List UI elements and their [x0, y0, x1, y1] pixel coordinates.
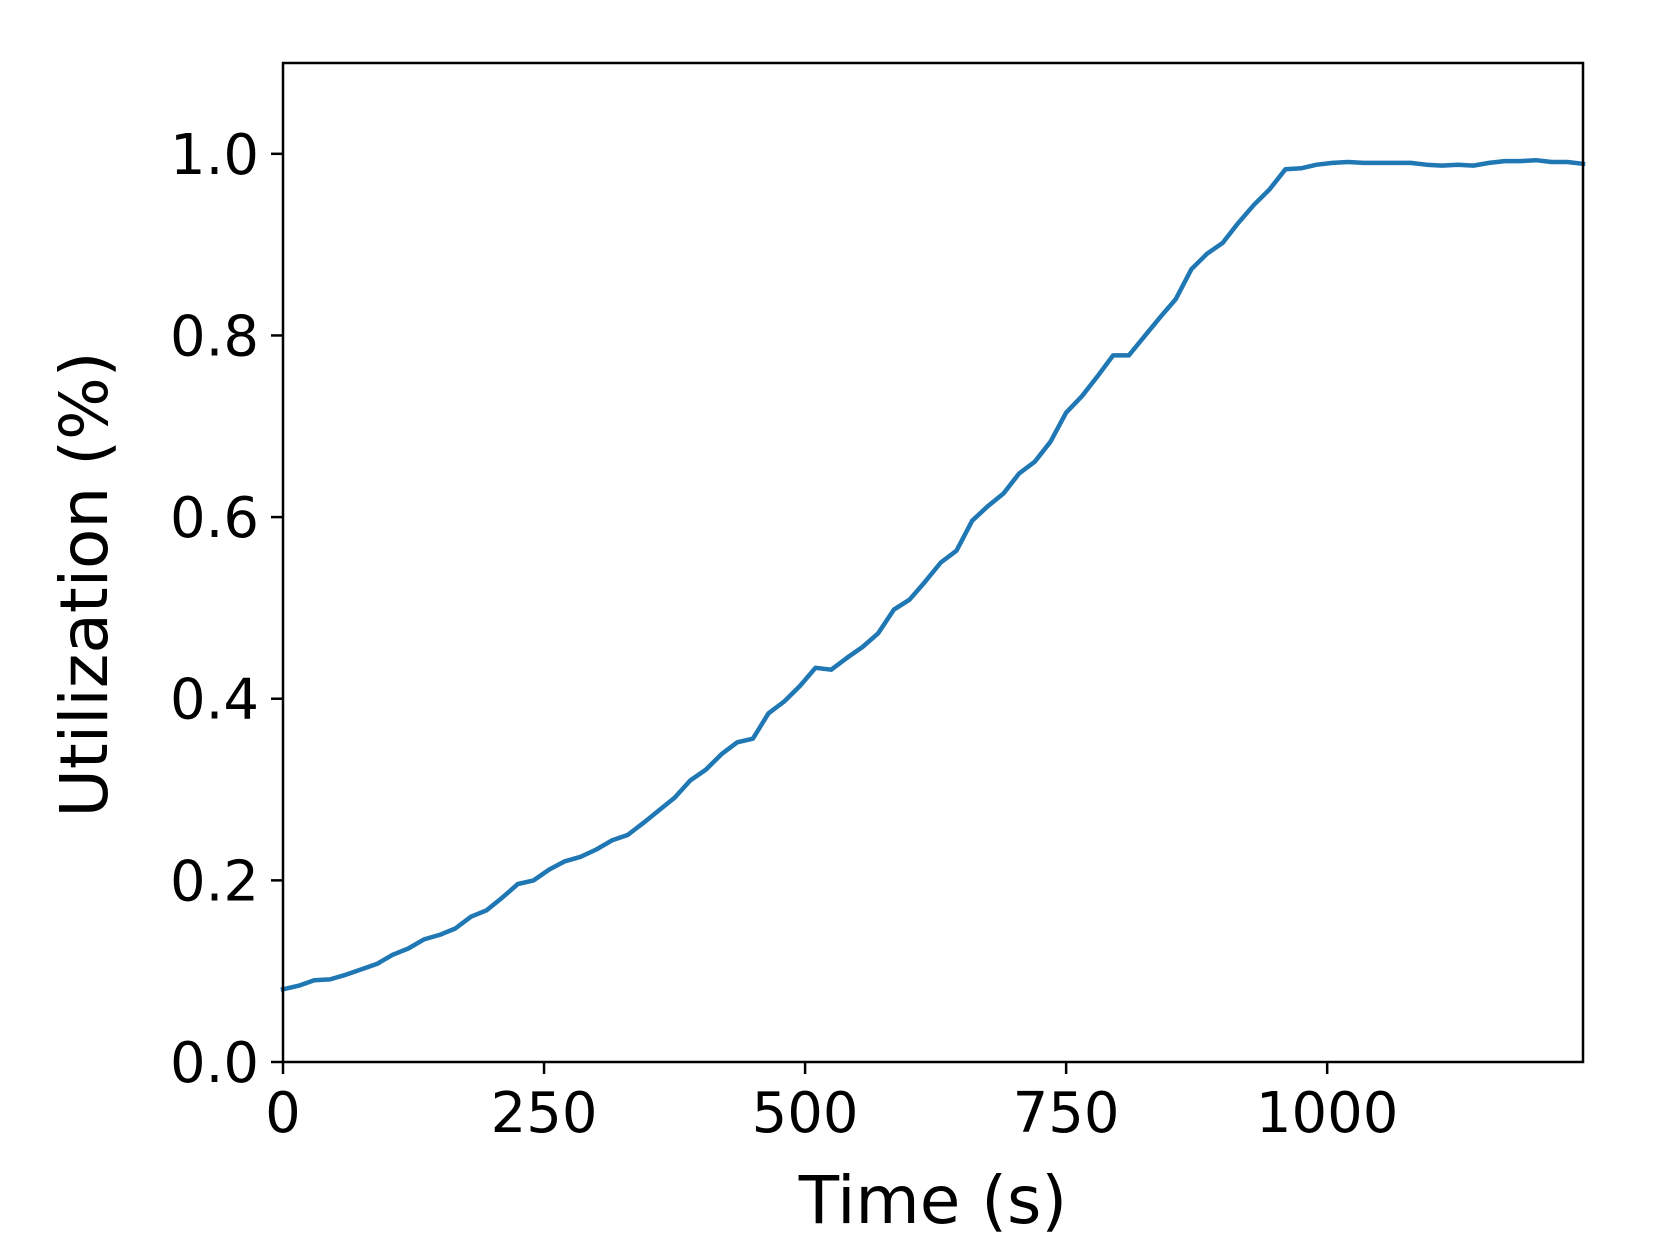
y-tick-label: 0.6: [170, 486, 259, 551]
x-tick-label: 500: [752, 1081, 859, 1146]
x-tick-label: 250: [491, 1081, 598, 1146]
y-axis-ticks: 0.0 0.2 0.4 0.6 0.8 1.0: [170, 123, 283, 1096]
x-tick-label: 750: [1013, 1081, 1120, 1146]
x-tick-label: 0: [265, 1081, 301, 1146]
utilization-series-line: [280, 157, 1586, 992]
y-tick-label: 0.0: [170, 1031, 259, 1096]
y-tick-label: 0.8: [170, 304, 259, 369]
x-axis-label: Time (s): [798, 1162, 1067, 1239]
x-tick-label: 1000: [1256, 1081, 1399, 1146]
y-tick-label: 0.2: [170, 849, 259, 914]
plot-frame: [281, 61, 1585, 1064]
y-tick-label: 1.0: [170, 123, 259, 188]
y-axis-label: Utilization (%): [46, 352, 123, 818]
x-axis-ticks: 0 250 500 750 1000: [265, 1062, 1398, 1146]
y-tick-label: 0.4: [170, 668, 259, 733]
